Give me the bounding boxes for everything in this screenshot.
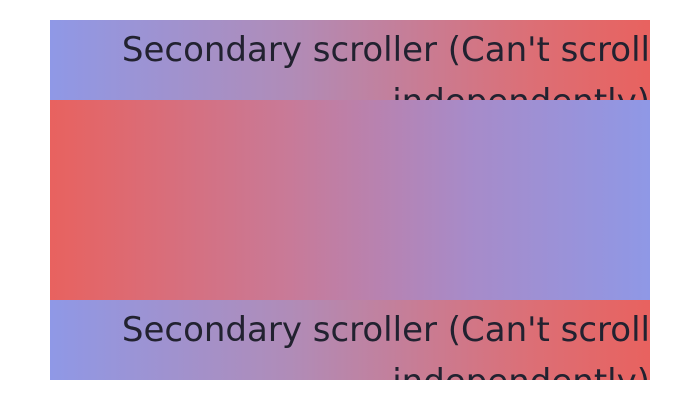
scroller-stack: Secondary scroller (Can't scroll indepen… (50, 20, 650, 380)
secondary-scroller-top[interactable]: Secondary scroller (Can't scroll indepen… (50, 20, 650, 100)
secondary-scroller-top-label: Secondary scroller (Can't scroll indepen… (121, 30, 650, 100)
secondary-scroller-bottom[interactable]: Secondary scroller (Can't scroll indepen… (50, 300, 650, 380)
secondary-scroller-bottom-label: Secondary scroller (Can't scroll indepen… (121, 310, 650, 380)
primary-scroll-panel[interactable] (50, 100, 650, 300)
